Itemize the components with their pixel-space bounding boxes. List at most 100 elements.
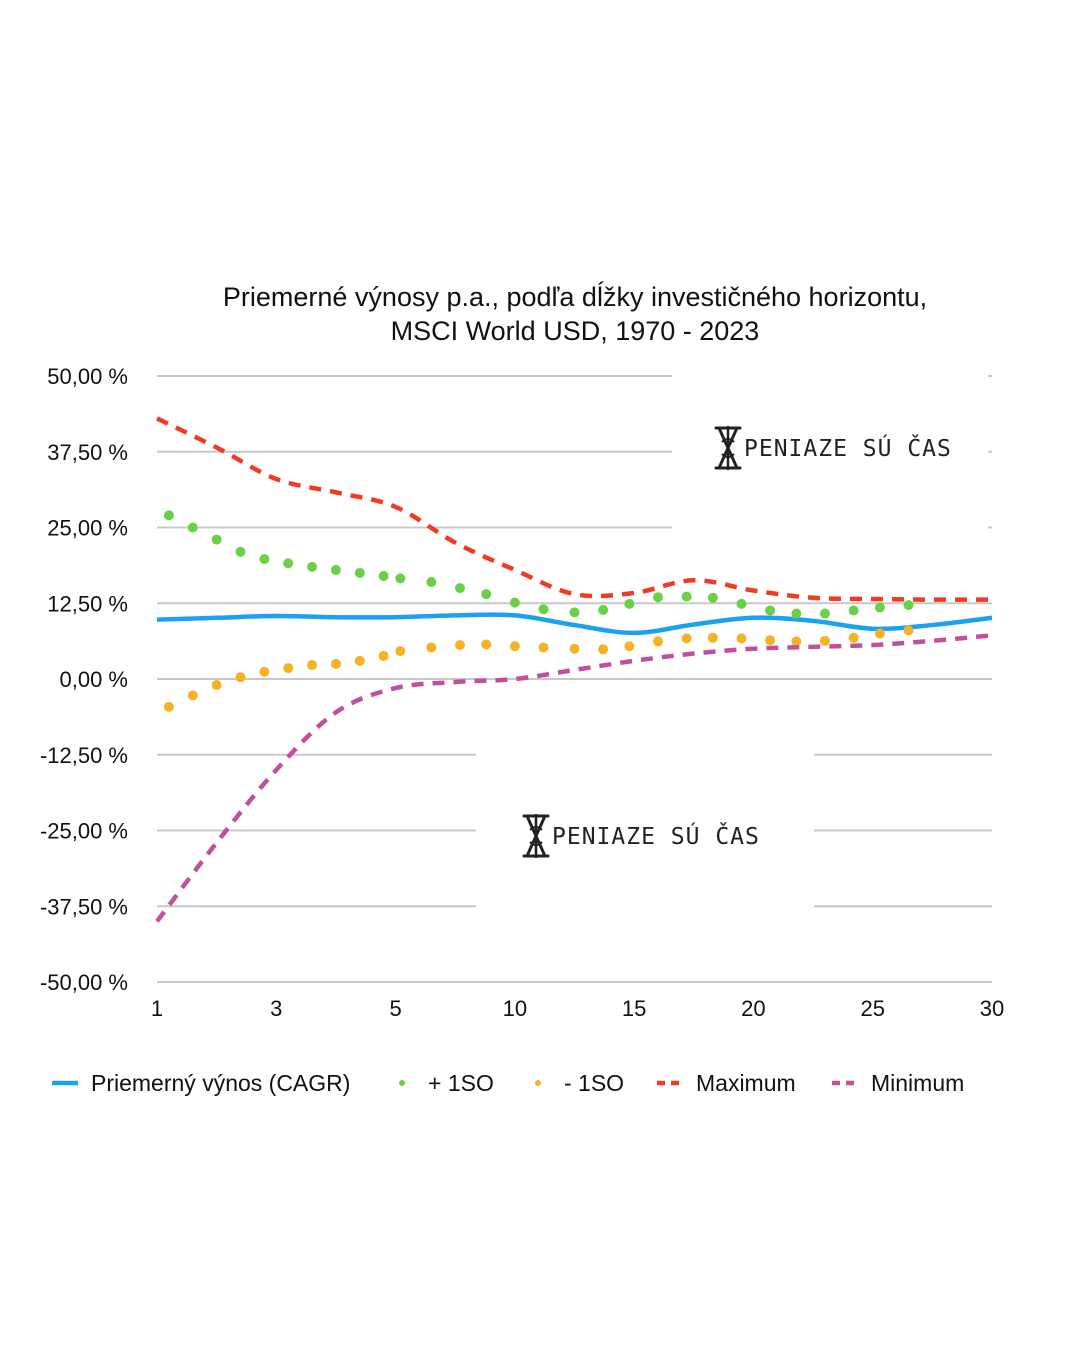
series-line xyxy=(156,416,993,602)
data-point xyxy=(454,640,465,651)
y-tick-label: 0,00 % xyxy=(60,667,129,692)
data-point xyxy=(681,633,692,644)
watermark-text: PENIAZE SÚ ČAS xyxy=(744,434,952,462)
y-tick-label: 25,00 % xyxy=(47,516,128,541)
legend-label: + 1SO xyxy=(428,1070,494,1096)
series-priemern-v-nos-cagr xyxy=(156,612,993,636)
data-point xyxy=(211,534,222,545)
legend-label: Maximum xyxy=(696,1070,796,1096)
data-point xyxy=(509,641,520,652)
data-point xyxy=(791,636,802,647)
legend-marker xyxy=(399,1080,405,1086)
data-point xyxy=(283,558,294,569)
legend: Priemerný výnos (CAGR) + 1SO - 1SO Maximum M… xyxy=(52,1070,964,1096)
watermarks: PENIAZE SÚ ČAS PENIAZE SÚ ČAS xyxy=(476,366,988,920)
series-line xyxy=(156,612,993,636)
data-point xyxy=(848,632,859,643)
data-point xyxy=(426,642,437,653)
data-point xyxy=(163,510,174,521)
legend-item: - 1SO xyxy=(535,1070,624,1096)
data-point xyxy=(598,604,609,615)
data-point xyxy=(187,690,198,701)
data-point xyxy=(481,639,492,650)
data-point xyxy=(538,604,549,615)
data-point xyxy=(354,655,365,666)
data-point xyxy=(259,554,270,565)
data-point xyxy=(509,597,520,608)
chart-title: Priemerné výnosy p.a., podľa dĺžky inves… xyxy=(223,281,927,312)
data-point xyxy=(848,605,859,616)
x-tick-label: 15 xyxy=(622,996,646,1021)
series-maximum xyxy=(156,416,993,602)
series-layer xyxy=(155,416,993,923)
legend-item: Maximum xyxy=(657,1070,796,1096)
data-point xyxy=(354,567,365,578)
data-point xyxy=(163,701,174,712)
legend-item: Minimum xyxy=(832,1070,964,1096)
legend-item: + 1SO xyxy=(399,1070,494,1096)
data-point xyxy=(903,625,914,636)
x-axis: 1 3 5 10 15 20 25 30 xyxy=(151,996,1004,1021)
data-point xyxy=(736,598,747,609)
x-tick-label: 1 xyxy=(151,996,163,1021)
data-point xyxy=(330,658,341,669)
data-point xyxy=(598,644,609,655)
y-tick-label: 12,50 % xyxy=(47,591,128,616)
y-tick-label: -50,00 % xyxy=(40,970,128,995)
data-point xyxy=(791,608,802,619)
y-tick-label: -37,50 % xyxy=(40,894,128,919)
data-point xyxy=(874,628,885,639)
data-point xyxy=(283,663,294,674)
data-point xyxy=(624,598,635,609)
data-point xyxy=(307,660,318,671)
data-point xyxy=(211,680,222,691)
y-axis: 50,00 % 37,50 % 25,00 % 12,50 % 0,00 % -12,50… xyxy=(40,364,128,995)
data-point xyxy=(624,641,635,652)
watermark: PENIAZE SÚ ČAS xyxy=(522,814,760,858)
y-tick-label: -12,50 % xyxy=(40,743,128,768)
legend-label: Minimum xyxy=(871,1070,964,1096)
watermark-text: PENIAZE SÚ ČAS xyxy=(552,822,760,850)
x-tick-label: 20 xyxy=(741,996,765,1021)
data-point xyxy=(330,564,341,575)
data-point xyxy=(820,635,830,646)
series-minimum xyxy=(155,633,993,923)
data-point xyxy=(820,608,830,619)
legend-label: - 1SO xyxy=(564,1070,624,1096)
y-tick-label: 50,00 % xyxy=(47,364,128,389)
data-point xyxy=(187,522,198,533)
y-tick-label: 37,50 % xyxy=(47,440,128,465)
series-line xyxy=(155,633,993,923)
data-point xyxy=(378,650,389,661)
data-point xyxy=(395,646,406,657)
data-point xyxy=(481,589,492,600)
x-tick-label: 3 xyxy=(270,996,282,1021)
hourglass-dollar-icon xyxy=(714,426,742,470)
series-1so xyxy=(163,510,914,619)
data-point xyxy=(569,643,580,654)
x-tick-label: 30 xyxy=(980,996,1004,1021)
data-point xyxy=(378,570,389,581)
legend-marker xyxy=(535,1080,541,1086)
data-point xyxy=(874,602,885,613)
data-point xyxy=(395,573,406,584)
legend-label: Priemerný výnos (CAGR) xyxy=(91,1070,350,1096)
data-point xyxy=(707,632,718,643)
watermark: PENIAZE SÚ ČAS xyxy=(714,426,952,470)
x-tick-label: 10 xyxy=(503,996,527,1021)
hourglass-dollar-icon xyxy=(522,814,550,858)
data-point xyxy=(307,561,318,572)
data-point xyxy=(681,591,692,602)
y-tick-label: -25,00 % xyxy=(40,819,128,844)
legend-item: Priemerný výnos (CAGR) xyxy=(52,1070,350,1096)
data-point xyxy=(653,636,663,647)
data-point xyxy=(538,642,549,653)
data-point xyxy=(765,635,776,646)
data-point xyxy=(736,633,747,644)
x-tick-label: 25 xyxy=(860,996,884,1021)
data-point xyxy=(903,600,914,611)
x-tick-label: 5 xyxy=(389,996,401,1021)
series-1so xyxy=(163,625,914,712)
